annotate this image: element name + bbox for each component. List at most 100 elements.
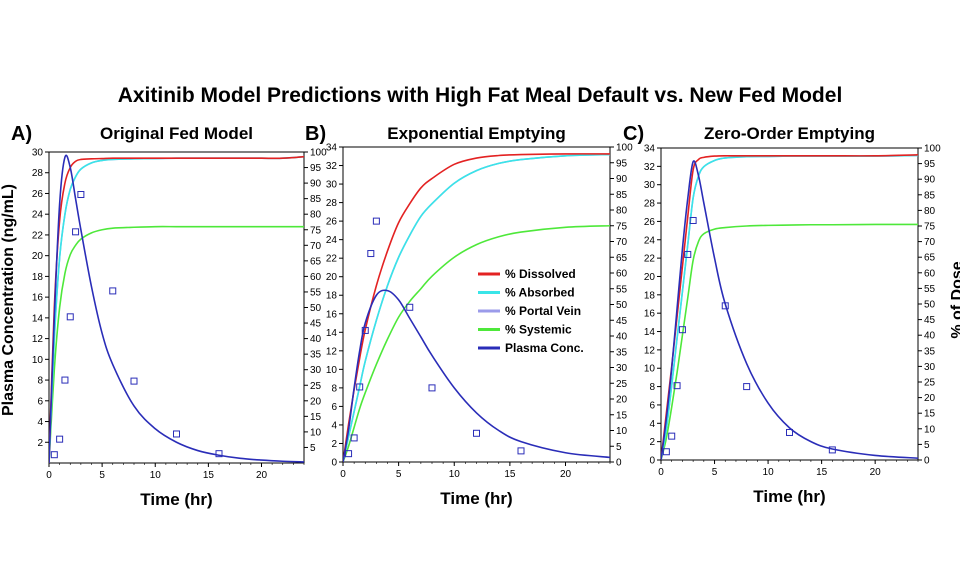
series-line-plasma-conc bbox=[343, 289, 610, 462]
x-tick-label: 5 bbox=[396, 469, 402, 480]
y-right-tick-label: 65 bbox=[924, 253, 936, 264]
y-left-tick-label: 22 bbox=[644, 254, 656, 265]
y-left-tick-label: 30 bbox=[32, 148, 44, 159]
observed-point bbox=[428, 384, 436, 392]
observed-point bbox=[662, 448, 670, 456]
x-tick-label: 5 bbox=[712, 467, 718, 478]
legend: % Dissolved % Absorbed % Portal Vein % Syst… bbox=[478, 267, 584, 355]
y-left-tick-label: 8 bbox=[331, 383, 337, 394]
y-right-tick-label: 70 bbox=[310, 241, 322, 252]
y-right-tick-label: 20 bbox=[924, 393, 936, 404]
panel-title: Original Fed Model bbox=[100, 124, 253, 143]
y-left-tick-label: 6 bbox=[649, 400, 655, 411]
y-right-tick-label: 85 bbox=[924, 190, 936, 201]
y-left-tick-label: 10 bbox=[32, 355, 44, 366]
y-right-tick-label: 25 bbox=[924, 378, 936, 389]
observed-point bbox=[678, 326, 686, 334]
panel-label: C) bbox=[623, 123, 644, 145]
y-right-tick-label: 25 bbox=[616, 379, 628, 390]
y-left-tick-label: 20 bbox=[644, 272, 656, 283]
legend-label: % Absorbed bbox=[505, 286, 575, 300]
y-right-tick-label: 30 bbox=[310, 365, 322, 376]
y-left-tick-label: 26 bbox=[32, 189, 44, 200]
observed-point bbox=[372, 217, 380, 225]
y-right-tick-label: 45 bbox=[310, 319, 322, 330]
x-tick-label: 0 bbox=[658, 467, 664, 478]
y-left-tick-label: 24 bbox=[326, 235, 338, 246]
y-right-tick-label: 60 bbox=[924, 268, 936, 279]
y-left-tick-label: 28 bbox=[326, 198, 338, 209]
observed-point bbox=[61, 376, 69, 384]
y-left-tick-label: 0 bbox=[331, 458, 337, 469]
y-right-tick-label: 55 bbox=[924, 284, 936, 295]
x-tick-label: 0 bbox=[46, 470, 52, 481]
y-right-tick-label: 70 bbox=[616, 237, 628, 248]
x-tick-label: 15 bbox=[816, 467, 828, 478]
y-left-tick-label: 22 bbox=[326, 254, 338, 265]
y-left-tick-label: 22 bbox=[32, 230, 44, 241]
y-left-tick-label: 16 bbox=[32, 293, 44, 304]
y-right-tick-label: 5 bbox=[924, 440, 930, 451]
series-line-plasma-conc bbox=[661, 160, 918, 460]
observed-point bbox=[77, 191, 85, 199]
observed-point bbox=[668, 432, 676, 440]
y-right-tick-label: 35 bbox=[616, 347, 628, 358]
observed-point bbox=[361, 326, 369, 334]
y-left-tick-label: 26 bbox=[644, 217, 656, 228]
observed-point bbox=[689, 216, 697, 224]
y-right-tick-label: 65 bbox=[616, 253, 628, 264]
series-line-dissolved bbox=[49, 155, 304, 463]
y-right-tick-label: 80 bbox=[310, 210, 322, 221]
y-left-tick-label: 30 bbox=[644, 180, 656, 191]
y-right-tick-label: 75 bbox=[310, 225, 322, 236]
y-right-tick-label: 30 bbox=[616, 363, 628, 374]
observed-point bbox=[356, 383, 364, 391]
y-right-tick-label: 20 bbox=[616, 395, 628, 406]
y-right-tick-label: 65 bbox=[310, 256, 322, 267]
x-tick-label: 20 bbox=[870, 467, 882, 478]
y-right-tick-label: 35 bbox=[924, 346, 936, 357]
y-right-tick-label: 15 bbox=[310, 412, 322, 423]
y-left-tick-label: 14 bbox=[326, 328, 338, 339]
y-right-tick-label: 30 bbox=[924, 362, 936, 373]
observed-point bbox=[517, 447, 525, 455]
y-right-tick-label: 90 bbox=[616, 174, 628, 185]
x-axis-label: Time (hr) bbox=[753, 487, 825, 506]
legend-label: % Dissolved bbox=[505, 267, 576, 281]
y-left-tick-label: 16 bbox=[326, 309, 338, 320]
y-right-tick-label: 75 bbox=[924, 222, 936, 233]
observed-point bbox=[66, 313, 74, 321]
y-right-tick-label: 10 bbox=[924, 424, 936, 435]
x-tick-label: 5 bbox=[99, 470, 105, 481]
observed-point bbox=[56, 435, 64, 443]
series-line-systemic bbox=[343, 224, 610, 462]
x-axis-label: Time (hr) bbox=[440, 489, 512, 508]
series-line-plasma-conc bbox=[49, 154, 304, 463]
y-left-tick-label: 18 bbox=[326, 291, 338, 302]
y-axis-label-right: % of Dose bbox=[949, 261, 960, 338]
y-left-tick-label: 8 bbox=[649, 382, 655, 393]
y-left-tick-label: 32 bbox=[644, 162, 656, 173]
legend-label: Plasma Conc. bbox=[505, 341, 584, 355]
x-axis-label: Time (hr) bbox=[140, 490, 212, 509]
observed-point bbox=[215, 450, 223, 458]
y-left-tick-label: 18 bbox=[644, 290, 656, 301]
y-left-tick-label: 0 bbox=[649, 456, 655, 467]
y-right-tick-label: 95 bbox=[310, 163, 322, 174]
y-left-tick-label: 4 bbox=[37, 417, 43, 428]
y-right-tick-label: 55 bbox=[616, 284, 628, 295]
series-line-systemic bbox=[661, 223, 918, 460]
y-left-tick-label: 2 bbox=[331, 439, 337, 450]
x-tick-label: 20 bbox=[560, 469, 572, 480]
y-left-tick-label: 30 bbox=[326, 180, 338, 191]
x-tick-label: 0 bbox=[340, 469, 346, 480]
y-right-tick-label: 35 bbox=[310, 350, 322, 361]
series-line-absorbed bbox=[343, 153, 610, 462]
y-left-tick-label: 34 bbox=[326, 143, 338, 154]
y-left-tick-label: 28 bbox=[32, 168, 44, 179]
legend-label: % Portal Vein bbox=[505, 304, 581, 318]
y-right-tick-label: 80 bbox=[616, 206, 628, 217]
